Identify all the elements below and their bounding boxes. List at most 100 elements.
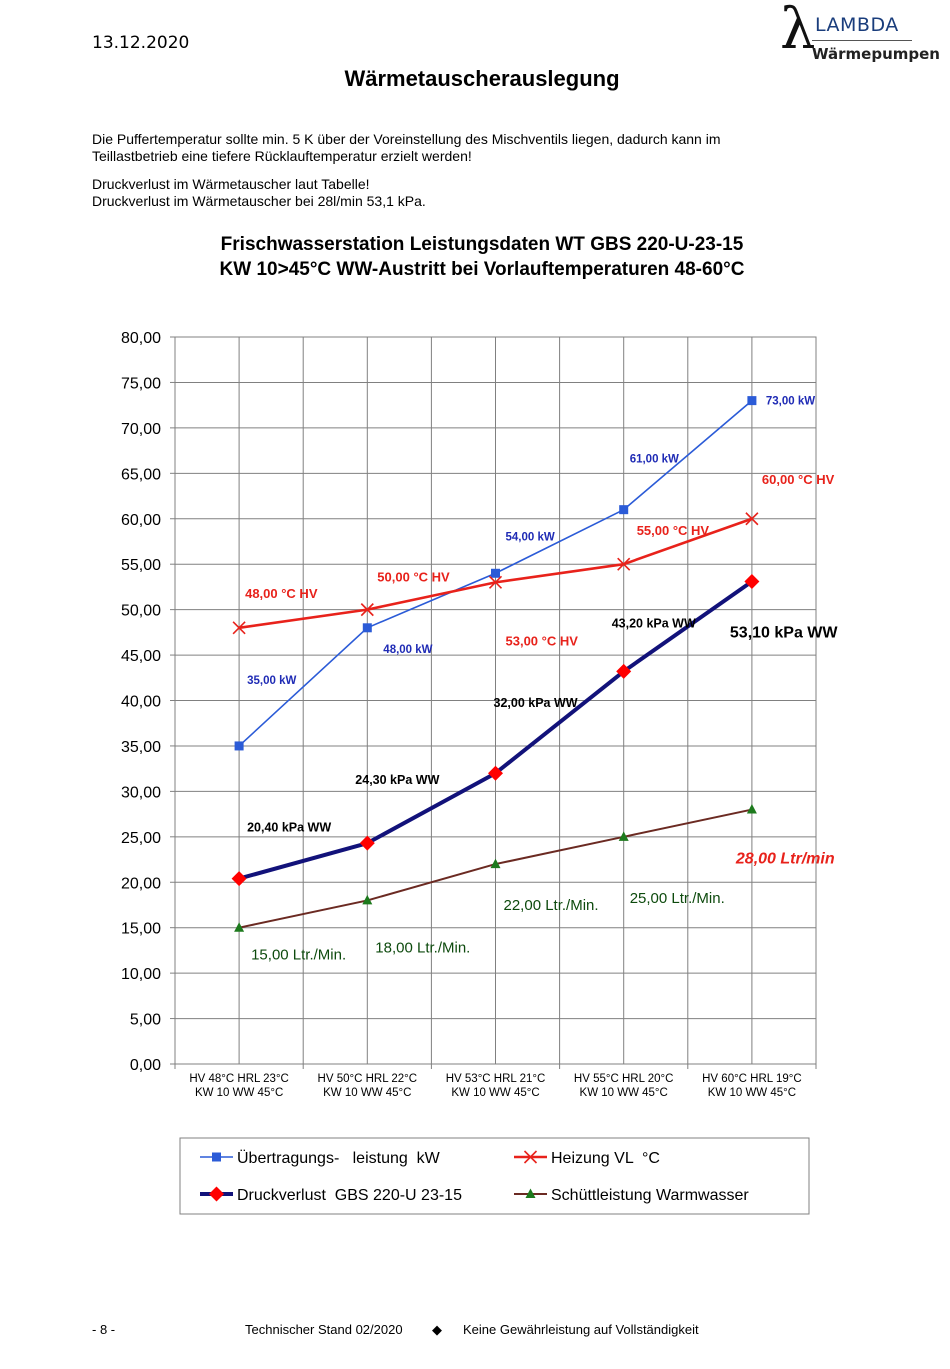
square-marker (747, 396, 757, 406)
flow-point (746, 804, 757, 814)
legend-label: Druckverlust GBS 220-U 23-15 (237, 1187, 462, 1204)
data-label: 61,00 kW (630, 454, 679, 466)
triangle-marker (362, 894, 373, 905)
x-tick-label: KW 10 WW 45°C (323, 1087, 411, 1099)
data-label: 35,00 kW (247, 675, 296, 687)
triangle-marker (525, 1188, 536, 1198)
chart-axes: 0,00 5,00 10,00 15,00 20,00 25,00 30,00 35,00 40… (121, 330, 817, 1099)
data-label: 55,00 °C HV (637, 523, 710, 538)
y-tick-label: 15,00 (121, 921, 161, 938)
triangle-marker (618, 831, 629, 841)
kw-point (362, 623, 372, 633)
chart-legend: Übertragungs- leistung kW Heizung VL °C Dr… (179, 1137, 810, 1215)
pressure-point (359, 835, 375, 851)
y-tick-label: 65,00 (121, 466, 161, 483)
y-tick-label: 5,00 (130, 1012, 161, 1029)
y-tick-label: 40,00 (121, 694, 161, 711)
legend-marker (212, 1152, 221, 1162)
data-label: 73,00 kW (766, 396, 815, 408)
pressure-point (616, 663, 632, 679)
x-marker-stroke (617, 557, 631, 571)
kw-point (491, 568, 500, 578)
diamond-marker (744, 573, 760, 589)
data-label: 25,00 Ltr./Min. (630, 890, 725, 907)
x-marker (617, 557, 631, 571)
chart-series (231, 396, 760, 932)
data-label: 22,00 Ltr./Min. (504, 897, 599, 914)
y-tick-label: 0,00 (130, 1057, 161, 1074)
x-tick-label: KW 10 WW 45°C (580, 1087, 668, 1099)
square-marker (619, 505, 629, 515)
data-label: 32,00 kPa WW (494, 696, 578, 710)
chart-title: Frischwasserstation Leistungsdaten WT GB… (220, 234, 744, 255)
x-tick-label: KW 10 WW 45°C (451, 1087, 539, 1099)
legend-item: Druckverlust GBS 220-U 23-15 (200, 1186, 462, 1204)
x-tick-label: HV 60°C HRL 19°C (702, 1073, 802, 1085)
x-marker-stroke (360, 603, 374, 617)
flow-point (618, 831, 629, 841)
pressure-point (231, 871, 247, 887)
legend-label: Schüttleistung Warmwasser (551, 1187, 749, 1204)
square-marker (234, 741, 244, 751)
y-tick-label: 60,00 (121, 512, 161, 529)
square-marker (212, 1152, 221, 1162)
diamond-marker (209, 1186, 224, 1202)
kw-point (619, 505, 629, 515)
legend-item: Heizung VL °C (514, 1150, 660, 1167)
y-tick-label: 20,00 (121, 875, 161, 892)
triangle-marker (490, 858, 501, 869)
intro-line-4: Druckverlust im Wärmetauscher bei 28l/mi… (92, 193, 426, 209)
hv-point (745, 512, 759, 526)
performance-chart: 0,00 5,00 10,00 15,00 20,00 25,00 30,00 35,00 40… (121, 330, 838, 1215)
hv-point (617, 557, 631, 571)
intro-line-3: Druckverlust im Wärmetauscher laut Tabel… (92, 176, 370, 192)
pressure-point (744, 573, 760, 589)
hv-point (232, 621, 246, 635)
legend-marker (209, 1186, 224, 1202)
data-label: 28,00 Ltr/min (735, 851, 835, 868)
data-label: 18,00 Ltr./Min. (375, 939, 470, 956)
flow-point (490, 858, 501, 869)
intro-line-1: Die Puffertemperatur sollte min. 5 K übe… (92, 131, 721, 147)
data-label: 15,00 Ltr./Min. (251, 947, 346, 964)
y-tick-label: 50,00 (121, 603, 161, 620)
diamond-marker (616, 663, 632, 679)
data-label: 43,20 kPa WW (612, 616, 696, 630)
x-tick-label: KW 10 WW 45°C (708, 1087, 796, 1099)
data-label: 60,00 °C HV (762, 472, 835, 487)
hv-point (488, 575, 503, 589)
y-tick-label: 80,00 (121, 330, 161, 347)
y-tick-label: 35,00 (121, 739, 161, 756)
disclaimer: Keine Gewährleistung auf Vollständigkeit (463, 1322, 699, 1337)
data-label: 20,40 kPa WW (247, 821, 331, 835)
legend-marker (525, 1188, 536, 1198)
x-marker-stroke (523, 1150, 538, 1164)
x-marker (232, 621, 246, 635)
x-tick-label: HV 48°C HRL 23°C (189, 1073, 289, 1085)
bullet-icon: ◆ (432, 1322, 442, 1337)
data-label: 53,00 °C HV (506, 633, 579, 648)
y-tick-label: 30,00 (121, 784, 161, 801)
x-marker (488, 575, 503, 589)
y-tick-label: 25,00 (121, 830, 161, 847)
y-tick-label: 55,00 (121, 557, 161, 574)
square-marker (362, 623, 372, 633)
data-label: 54,00 kW (506, 531, 555, 543)
technical-status: Technischer Stand 02/2020 (245, 1322, 403, 1337)
x-tick-label: HV 55°C HRL 20°C (574, 1073, 674, 1085)
data-label: 24,30 kPa WW (355, 773, 439, 787)
kw-point (234, 741, 244, 751)
legend-label: Heizung VL °C (551, 1150, 660, 1167)
flow-point (362, 894, 373, 905)
legend-label: Übertragungs- leistung kW (237, 1149, 441, 1167)
pressure-point (488, 765, 503, 781)
lambda-symbol: λ (780, 0, 816, 62)
data-label: 48,00 kW (383, 644, 432, 656)
x-marker-stroke (745, 512, 759, 526)
legend-item: Übertragungs- leistung kW (200, 1149, 441, 1167)
logo-tagline: Wärmepumpen (812, 45, 940, 63)
logo-divider (812, 40, 912, 41)
x-marker-stroke (488, 575, 503, 589)
x-marker (523, 1150, 538, 1164)
hv-point (360, 603, 374, 617)
